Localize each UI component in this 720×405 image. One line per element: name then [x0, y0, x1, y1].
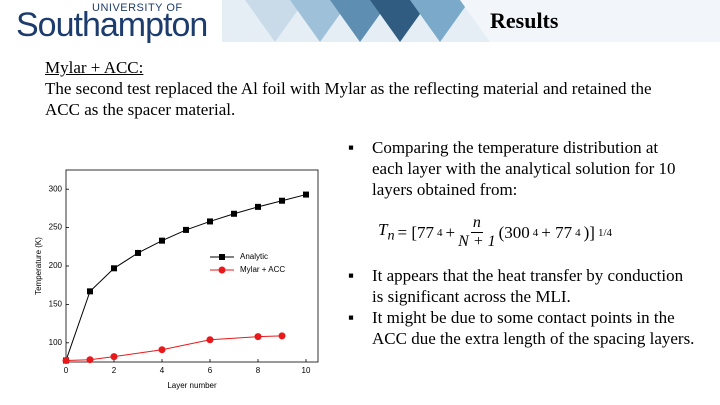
x-tick-label: 2 [112, 366, 117, 375]
marker [158, 346, 166, 354]
legend-label: Mylar + ACC [240, 265, 285, 274]
formula-part: + [445, 222, 456, 242]
formula-part: T [378, 220, 388, 240]
chart: 100 150 200 250 300 0 2 4 6 8 10 Layer number Temper… [34, 169, 319, 390]
formula-part: )] [583, 222, 595, 242]
marker [303, 191, 309, 198]
x-tick-label: 0 [64, 366, 69, 375]
marker [279, 197, 285, 204]
formula-part: + 77 [541, 222, 573, 242]
marker [86, 356, 94, 364]
bullet-list: It appears that the heat transfer by con… [348, 265, 698, 349]
marker [111, 265, 117, 272]
formula-part: 4 [437, 226, 443, 239]
x-axis-label: Layer number [167, 381, 217, 390]
y-tick-label: 200 [49, 261, 63, 270]
formula-part: (300 [498, 222, 530, 242]
marker [254, 333, 262, 341]
marker [159, 237, 165, 244]
logo-caption: UNIVERSITY OF [92, 2, 183, 14]
marker [87, 288, 93, 295]
series-line [65, 335, 283, 361]
marker [207, 218, 213, 225]
marker [255, 203, 261, 210]
bullet: It appears that the heat transfer by con… [348, 265, 698, 307]
y-tick-label: 150 [49, 300, 63, 309]
y-tick-label: 250 [49, 223, 63, 232]
slide-title: Results [490, 8, 559, 33]
formula-part: N + 1 [458, 233, 496, 250]
formula-part: n [387, 227, 395, 244]
marker [183, 226, 189, 233]
marker [231, 210, 237, 217]
legend-label: Analytic [240, 252, 268, 261]
marker [278, 332, 286, 340]
bullet: It might be due to some contact points i… [348, 307, 698, 349]
formula-part: 4 [575, 226, 581, 239]
marker [62, 356, 70, 364]
y-tick-label: 300 [49, 184, 63, 193]
x-tick-label: 6 [208, 366, 213, 375]
logo: Southampton [16, 6, 208, 44]
legend-marker [218, 266, 226, 274]
bullet: Comparing the temperature distribution a… [348, 137, 693, 200]
y-axis-label: Temperature (K) [34, 237, 43, 295]
formula-part: n [472, 214, 481, 231]
marker [206, 336, 214, 344]
series-line [65, 194, 307, 361]
formula-part: 4 [532, 226, 539, 239]
bullet-list: Comparing the temperature distribution a… [348, 137, 693, 200]
fraction: n N + 1 [458, 214, 495, 251]
legend-marker [219, 254, 225, 260]
x-tick-label: 8 [256, 366, 261, 375]
x-tick-label: 4 [160, 366, 165, 375]
marker [135, 249, 141, 256]
y-tick-label: 100 [49, 338, 63, 347]
heading: Mylar + ACC: [45, 58, 144, 77]
formula-part: 1/4 [597, 226, 613, 239]
header-decoration [222, 0, 720, 42]
x-tick-label: 10 [302, 366, 311, 375]
intro-text: The second test replaced the Al foil wit… [45, 79, 652, 119]
marker [110, 353, 118, 361]
formula-part: = [77 [397, 222, 435, 242]
